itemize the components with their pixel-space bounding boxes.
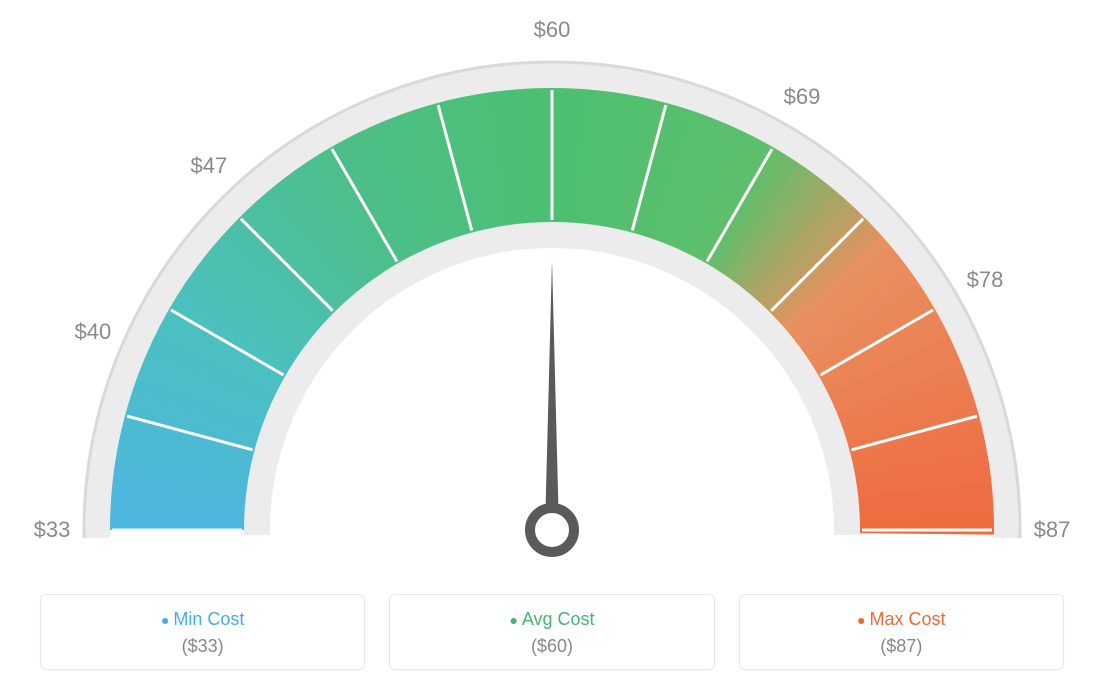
legend-avg-title: Avg Cost xyxy=(390,609,713,630)
legend-card-max: Max Cost ($87) xyxy=(739,594,1064,670)
gauge-tick-label: $69 xyxy=(784,84,821,110)
legend-row: Min Cost ($33) Avg Cost ($60) Max Cost (… xyxy=(40,594,1064,670)
gauge-tick-label: $40 xyxy=(75,319,112,345)
legend-min-value: ($33) xyxy=(41,636,364,657)
legend-avg-value: ($60) xyxy=(390,636,713,657)
gauge-svg xyxy=(0,0,1104,570)
gauge-chart-container: $33 $40 $47 $60 $69 $78 $87 Min Cost ($33) Avg… xyxy=(0,0,1104,690)
gauge-area: $33 $40 $47 $60 $69 $78 $87 xyxy=(0,0,1104,570)
gauge-tick-label: $33 xyxy=(34,517,71,543)
gauge-tick-label: $60 xyxy=(534,17,571,43)
gauge-tick-label: $78 xyxy=(967,267,1004,293)
legend-max-title: Max Cost xyxy=(740,609,1063,630)
legend-max-value: ($87) xyxy=(740,636,1063,657)
legend-card-avg: Avg Cost ($60) xyxy=(389,594,714,670)
legend-card-min: Min Cost ($33) xyxy=(40,594,365,670)
gauge-tick-label: $87 xyxy=(1034,517,1071,543)
legend-min-title: Min Cost xyxy=(41,609,364,630)
gauge-tick-label: $47 xyxy=(191,153,228,179)
